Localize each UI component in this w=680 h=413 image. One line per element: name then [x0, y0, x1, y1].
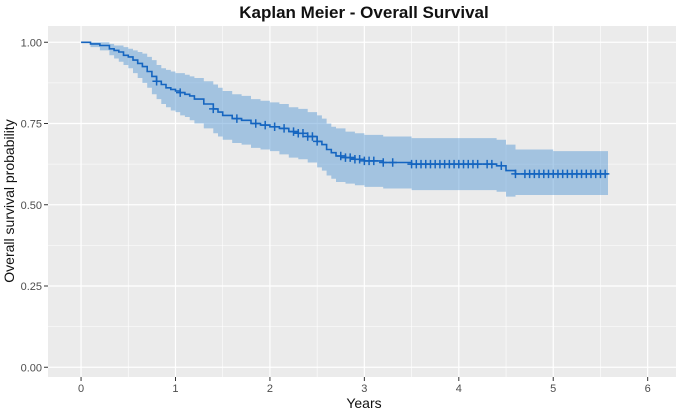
censor-mark: [298, 129, 308, 138]
censor-mark: [270, 122, 279, 131]
censor-mark: [279, 124, 289, 133]
y-tick-label: 0.50: [21, 200, 42, 212]
x-axis-ticks: 0 1 2 3 4 5 6: [78, 377, 651, 395]
y-tick-label: 0.75: [21, 119, 42, 131]
x-tick-label: 3: [361, 383, 367, 395]
y-axis-ticks: 0.00 0.25 0.50 0.75 1.00: [21, 37, 48, 374]
censor-mark: [388, 158, 397, 167]
x-axis-title: Years: [346, 395, 381, 411]
plot-panel: [48, 26, 676, 377]
censor-mark: [261, 120, 270, 130]
censor-mark: [336, 151, 345, 161]
censor-mark: [312, 137, 322, 146]
x-tick-label: 5: [550, 383, 556, 395]
censor-mark: [379, 158, 388, 167]
censor-mark: [308, 132, 317, 141]
y-axis-title: Overall survival probability: [1, 119, 17, 282]
x-tick-label: 4: [456, 383, 462, 395]
censor-mark: [209, 104, 218, 114]
y-tick-label: 0.00: [21, 362, 42, 374]
censor-marks: [152, 77, 610, 179]
censor-mark: [152, 77, 161, 86]
censor-mark: [473, 159, 482, 169]
censor-mark: [345, 153, 355, 162]
confidence-band: [81, 42, 609, 197]
censor-mark: [355, 155, 364, 164]
censor-mark: [289, 127, 298, 136]
y-tick-label: 0.25: [21, 281, 42, 293]
x-tick-label: 0: [78, 383, 84, 395]
y-tick-label: 1.00: [21, 37, 42, 49]
censor-mark: [369, 156, 379, 166]
censor-mark: [487, 159, 497, 169]
censor-mark: [600, 169, 610, 179]
censor-mark: [511, 169, 520, 179]
censor-mark: [176, 88, 185, 97]
x-tick-label: 6: [645, 383, 651, 395]
x-tick-label: 1: [172, 383, 178, 395]
chart-title: Kaplan Meier - Overall Survival: [239, 3, 488, 22]
censor-mark: [232, 114, 242, 123]
censor-mark: [251, 119, 260, 128]
x-tick-label: 2: [267, 383, 273, 395]
censor-mark: [497, 161, 506, 170]
